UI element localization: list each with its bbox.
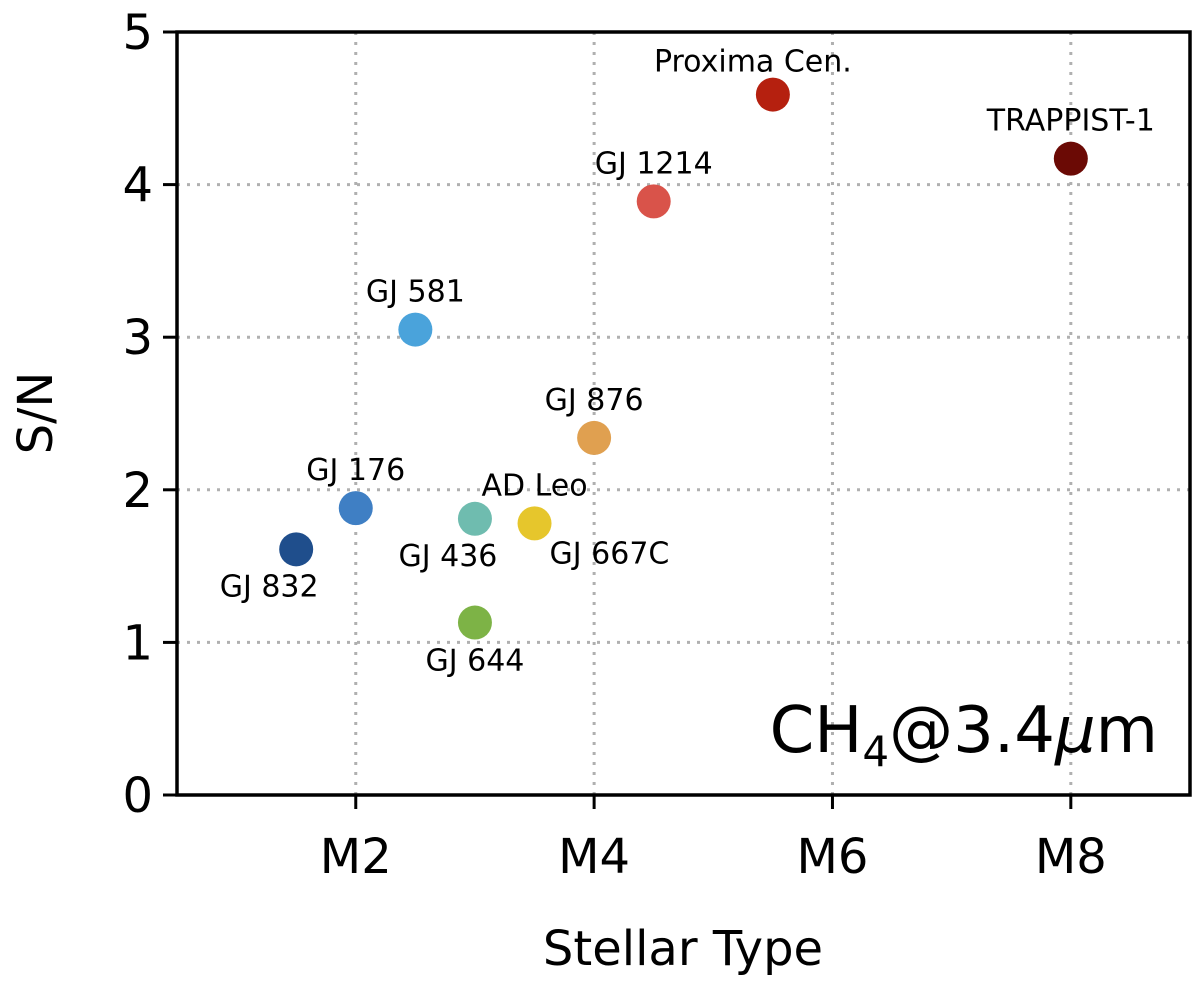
data-point [338,491,373,526]
point-label: AD Leo [481,468,587,503]
point-label: GJ 1214 [595,146,713,181]
point-label: GJ 176 [306,453,405,488]
grid-layer [177,32,1190,795]
point-label: GJ 667C [550,536,670,571]
point-label: GJ 644 [425,644,524,679]
y-tick-label: 4 [122,158,153,214]
point-label: GJ 436 [398,539,497,574]
y-axis-label: S/N [8,372,64,455]
data-point [398,312,433,347]
point-layer [279,77,1088,640]
data-point [517,506,552,541]
point-label: GJ 876 [545,383,644,418]
point-label-layer: GJ 832 GJ 176 GJ 581 GJ 436 GJ 644 GJ 667C AD … [220,45,1155,679]
data-point [577,420,612,455]
annotation-main: CH [770,694,863,768]
y-tick-label: 3 [122,310,153,366]
data-point [636,184,671,219]
x-tick-label: M2 [320,829,392,885]
y-tick-label: 0 [122,768,153,824]
data-point [457,501,492,536]
plot-frame [175,30,1192,797]
x-axis-label: Stellar Type [543,921,823,977]
tick-layer: M2 M4 M6 M8 0 1 2 3 4 5 [122,5,1106,885]
data-point [1053,141,1088,176]
annotation-unit: m [1096,694,1158,768]
annotation-mu: μ [1054,694,1096,768]
y-tick-label: 2 [122,463,153,519]
x-tick-label: M8 [1035,829,1107,885]
y-tick-label: 5 [122,5,153,61]
point-label: TRAPPIST-1 [986,104,1155,139]
data-point [457,605,492,640]
y-tick-label: 1 [122,615,153,671]
point-label: Proxima Cen. [654,45,852,80]
annotation-subscript: 4 [862,727,889,776]
annotation-wavelength: @3.4 [889,694,1055,768]
ch4-annotation: CH4@3.4μm [770,694,1158,776]
point-label: GJ 832 [220,569,319,604]
x-tick-label: M4 [558,829,630,885]
data-point [279,532,314,567]
x-tick-label: M6 [796,829,868,885]
point-label: GJ 581 [366,275,465,310]
data-point [755,77,790,112]
